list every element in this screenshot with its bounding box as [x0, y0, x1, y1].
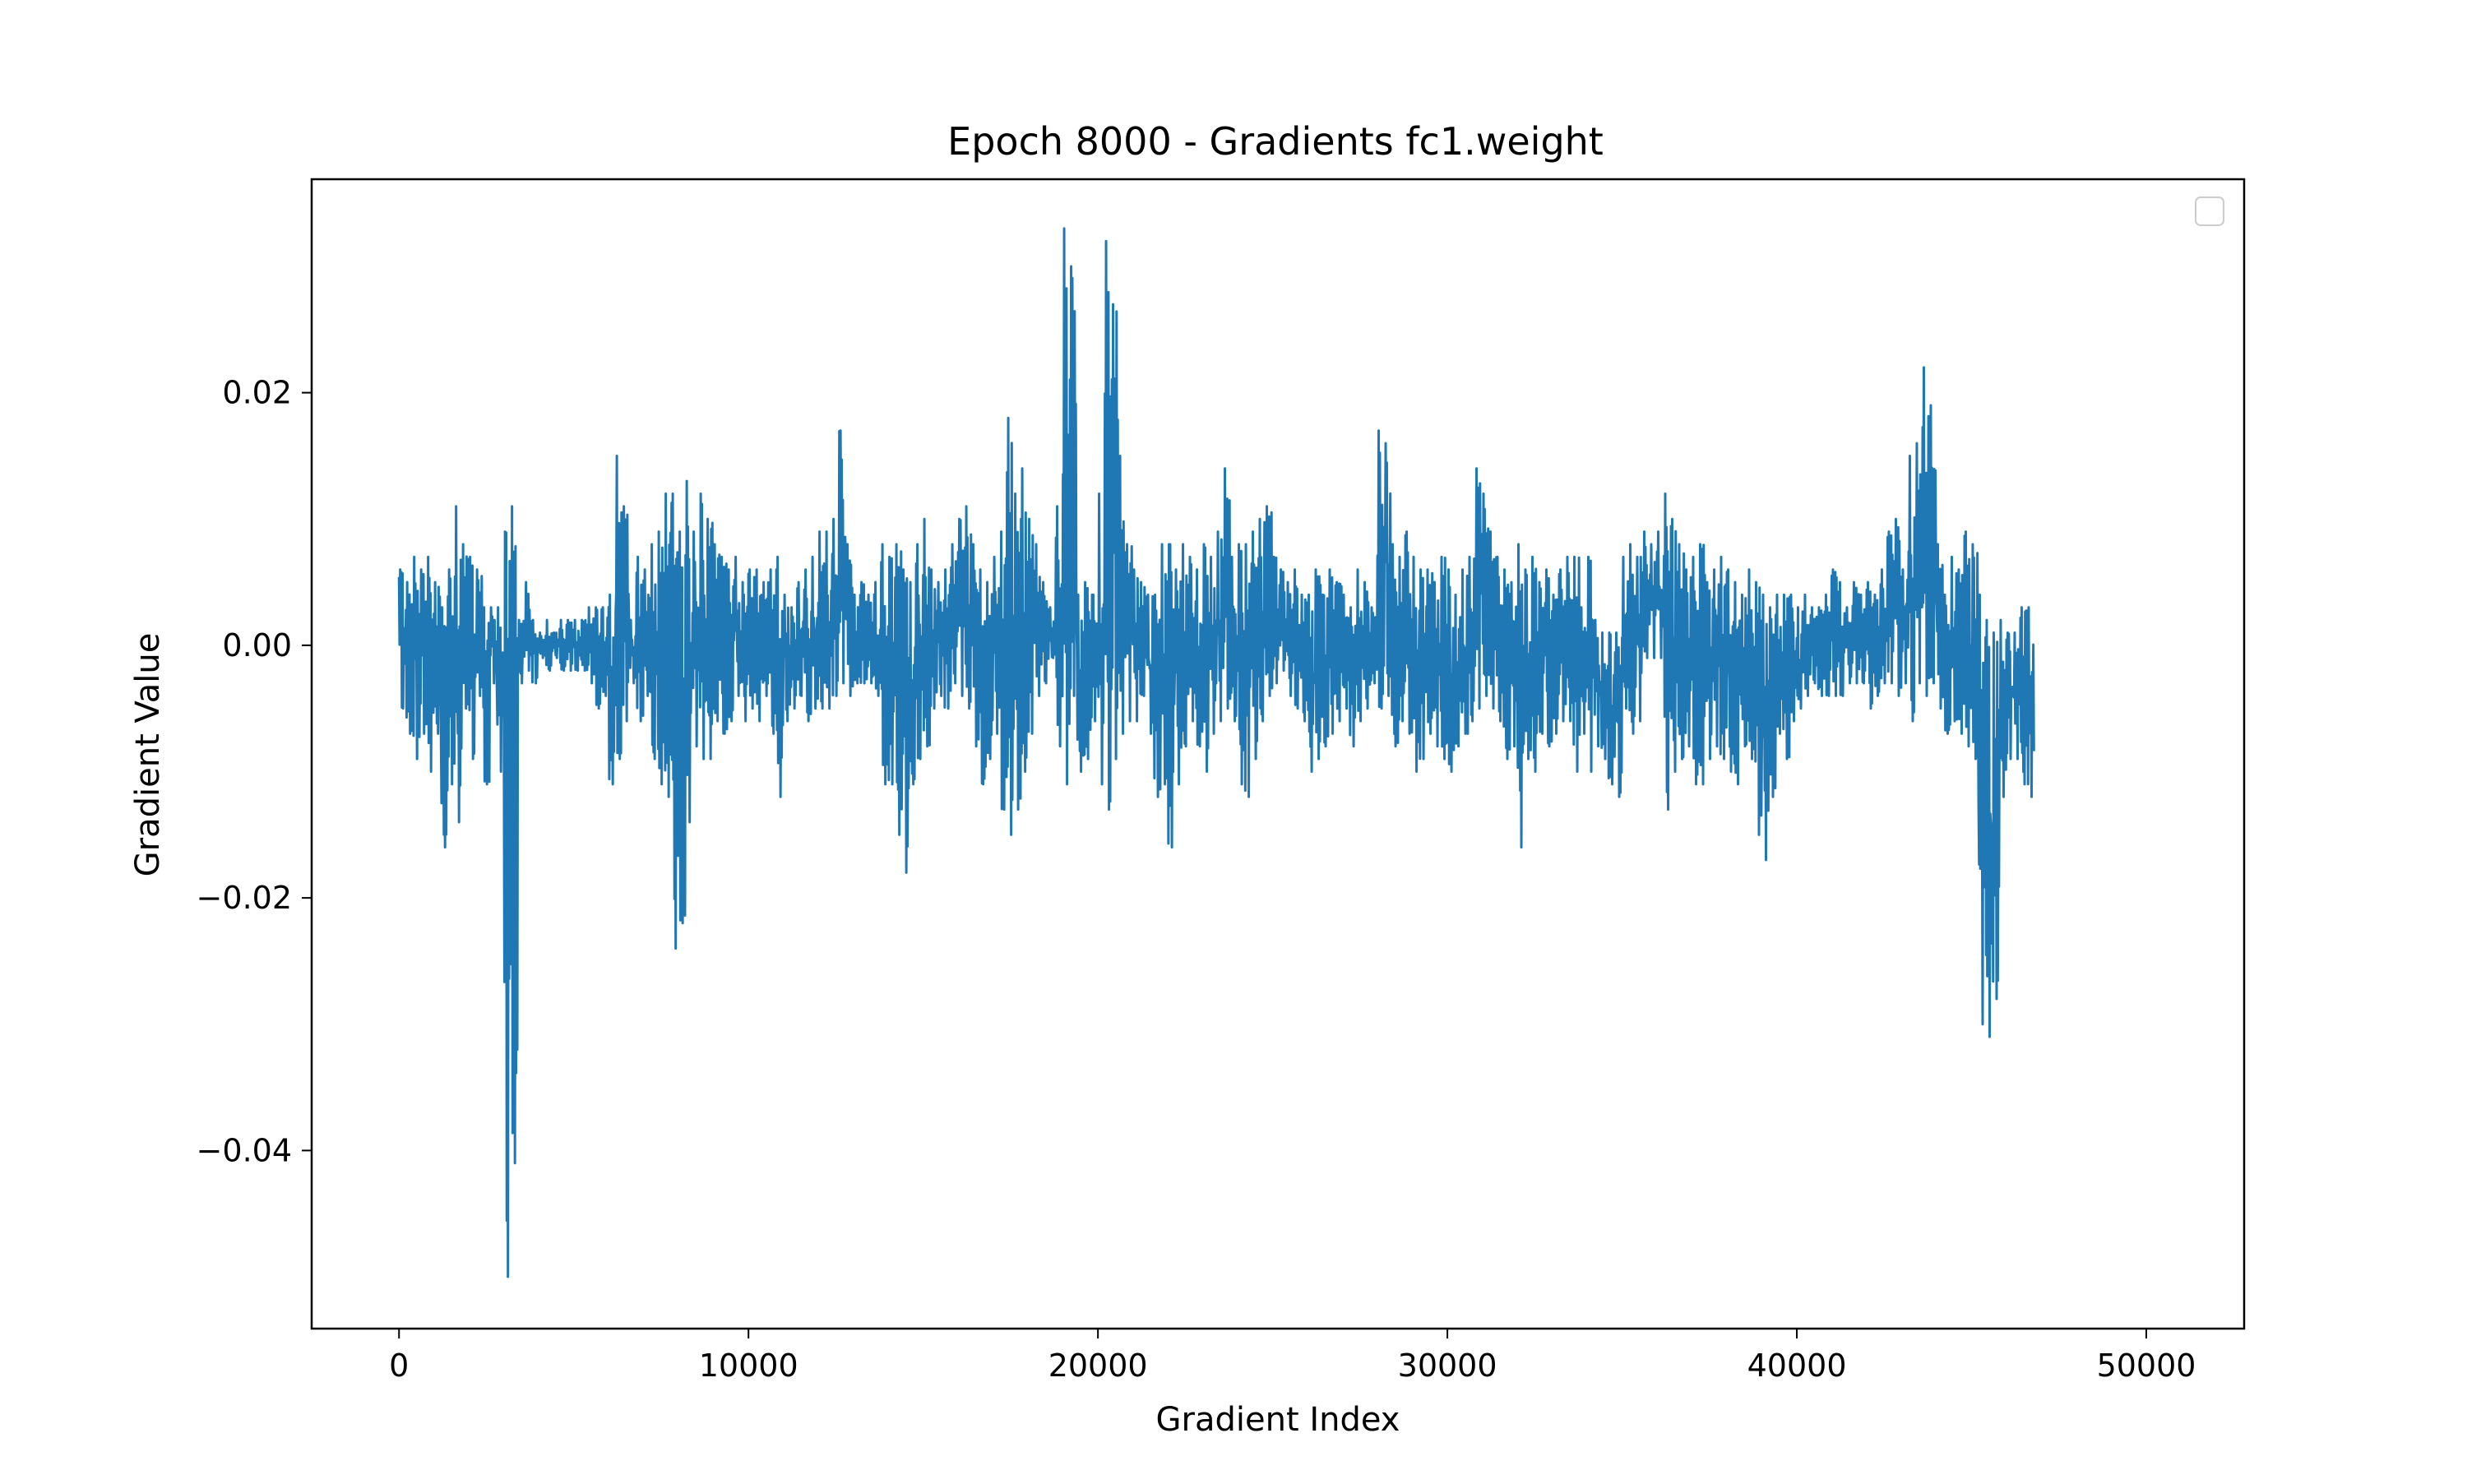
x-tick-label: 30000 — [1398, 1348, 1497, 1384]
x-tick-label: 10000 — [699, 1348, 798, 1384]
legend-box — [2195, 196, 2224, 226]
x-tick-label: 20000 — [1048, 1348, 1148, 1384]
x-tick-label: 50000 — [2097, 1348, 2196, 1384]
axes-frame — [310, 178, 2246, 1330]
y-tick-label: 0.02 — [222, 375, 292, 411]
y-tick-label: −0.02 — [197, 880, 292, 916]
x-tick-label: 0 — [389, 1348, 409, 1384]
chart-title: Epoch 8000 - Gradients fc1.weight — [947, 119, 1604, 164]
x-axis-label: Gradient Index — [1156, 1401, 1400, 1439]
y-tick-label: 0.00 — [222, 627, 292, 663]
x-axis: 0 10000 20000 30000 40000 50000 — [389, 1329, 2196, 1384]
y-tick-label: −0.04 — [197, 1132, 292, 1168]
series-line — [397, 227, 2035, 1278]
y-axis: −0.04 −0.02 0.00 0.02 — [197, 375, 312, 1168]
x-tick-label: 40000 — [1747, 1348, 1847, 1384]
plot-area — [397, 227, 2035, 1278]
y-axis-label: Gradient Value — [129, 633, 167, 877]
